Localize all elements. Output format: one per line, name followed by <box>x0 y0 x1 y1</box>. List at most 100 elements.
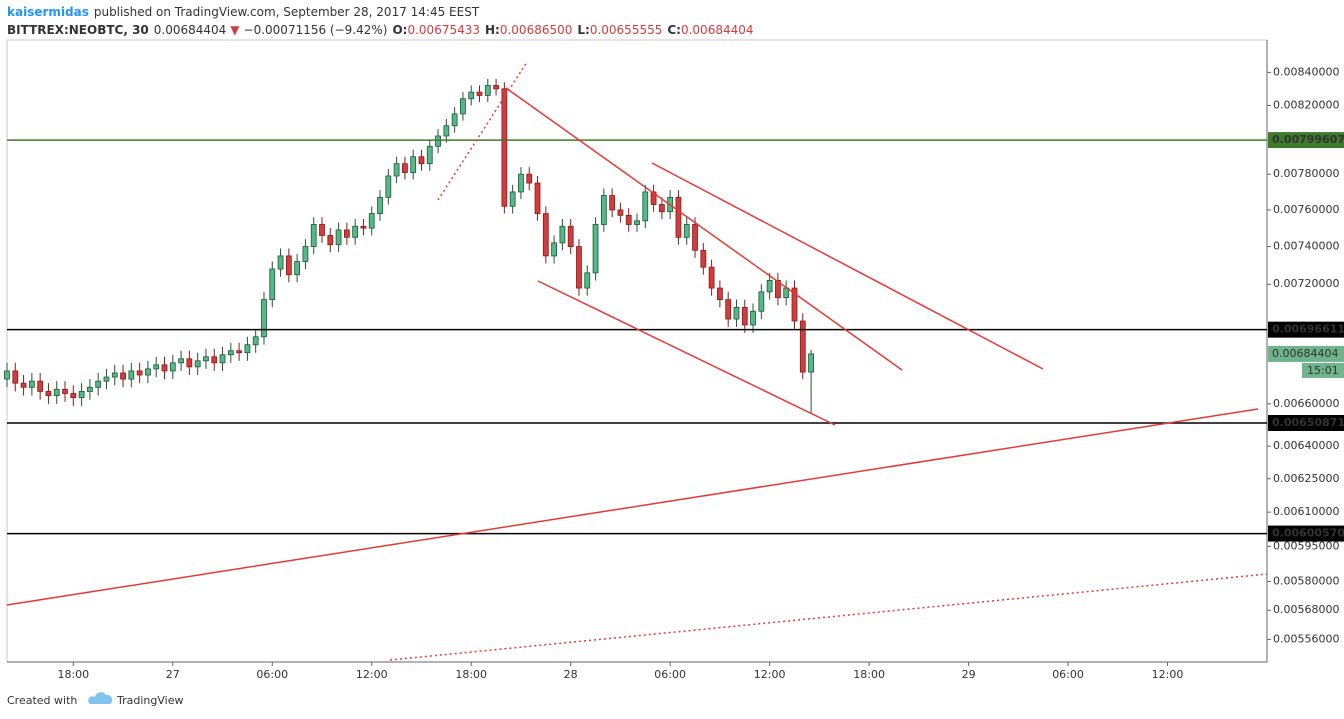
candle-body <box>103 376 110 382</box>
l-value: 0.00655555 <box>590 23 663 37</box>
h-label: H: <box>485 23 500 37</box>
footer: Created with TradingView <box>7 692 183 707</box>
candle-body <box>518 173 524 193</box>
x-tick-label: 18:00 <box>455 668 487 681</box>
candle-body <box>443 125 450 137</box>
y-tick-label: 0.00610000 <box>1273 505 1339 518</box>
candle-body <box>310 224 317 247</box>
level-label: 0.00600570 <box>1272 527 1344 540</box>
candle-body <box>791 287 798 322</box>
candle-body <box>294 261 301 276</box>
level-label-box <box>1268 525 1344 542</box>
y-tick-label: 0.00840000 <box>1273 65 1339 78</box>
candle-body <box>368 213 375 229</box>
y-tick-label: 0.00720000 <box>1273 277 1339 290</box>
x-tick-label: 06:00 <box>1052 668 1084 681</box>
trend-line <box>537 280 836 426</box>
candle-body <box>551 242 557 257</box>
candle-body <box>683 224 690 238</box>
candle-body <box>87 386 93 392</box>
level-label: 0.00799607 <box>1272 133 1344 146</box>
candle-body <box>426 145 433 165</box>
x-tick-label: 12:00 <box>1152 668 1184 681</box>
level-label-box <box>1268 132 1344 149</box>
candle-body <box>484 85 491 96</box>
brand[interactable]: TradingView <box>116 694 183 707</box>
candle-body <box>625 214 632 225</box>
candle-body <box>708 266 715 289</box>
candle-body <box>600 195 607 225</box>
candle-body <box>559 225 566 244</box>
candle-body <box>203 356 209 362</box>
trend-line <box>6 408 1259 606</box>
candle-body <box>111 372 118 378</box>
y-tick-label: 0.00568000 <box>1273 603 1339 616</box>
candle-body <box>509 191 516 207</box>
candle-body <box>617 209 624 216</box>
candle-body <box>319 224 325 236</box>
candle-body <box>501 88 508 207</box>
candle-body <box>95 380 102 388</box>
level-label: 0.00696611 <box>1272 323 1344 336</box>
candle-body <box>37 380 44 392</box>
candle-body <box>692 224 698 251</box>
level-label-box <box>1268 321 1344 338</box>
candle-body <box>650 191 657 205</box>
y-tick-label: 0.00640000 <box>1273 439 1339 452</box>
author[interactable]: kaisermidas <box>7 5 89 19</box>
candle-body <box>285 255 292 276</box>
candle-body <box>642 191 649 222</box>
level-label-box <box>1268 415 1344 432</box>
candle-body <box>62 388 68 394</box>
candle-body <box>526 173 533 184</box>
candle-body <box>385 175 392 198</box>
candle-body <box>393 163 400 177</box>
candle-body <box>136 370 143 376</box>
candle-body <box>219 354 226 364</box>
candle-body <box>435 135 441 147</box>
candle-body <box>211 356 218 364</box>
o-label: O: <box>392 23 407 37</box>
x-tick-label: 29 <box>962 668 976 681</box>
level-label: 0.00650871 <box>1272 416 1344 429</box>
candle-body <box>4 370 10 380</box>
candle-body <box>418 156 425 165</box>
o-value: 0.00675433 <box>407 23 480 37</box>
last-price-label: 0.00684404 <box>1272 347 1338 360</box>
candle-body <box>45 391 52 396</box>
candle-body <box>493 85 499 90</box>
candle-body <box>567 225 574 247</box>
candle-body <box>78 391 85 399</box>
candle-body <box>20 382 27 388</box>
candle-body <box>468 91 475 100</box>
y-tick-label: 0.00760000 <box>1273 203 1339 216</box>
y-tick-label: 0.00780000 <box>1273 167 1339 180</box>
y-tick-label: 0.00580000 <box>1273 574 1339 587</box>
candle-body <box>402 163 408 173</box>
candle-body <box>70 393 77 399</box>
trend-line <box>505 87 903 371</box>
candle-body <box>460 98 466 115</box>
candle-body <box>658 204 665 213</box>
candle-body <box>327 235 334 246</box>
candle-body <box>178 358 184 364</box>
candle-body <box>153 364 160 370</box>
candle-body <box>750 310 756 326</box>
candle-body <box>186 358 193 368</box>
trend-line-dotted <box>389 573 1268 661</box>
symbol: BITTREX:NEOBTC, 30 <box>7 23 149 37</box>
y-tick-label: 0.00660000 <box>1273 397 1339 410</box>
candle-body <box>128 370 135 380</box>
created-with: Created with <box>7 694 77 707</box>
h-value: 0.00686500 <box>500 23 573 37</box>
candle-body <box>592 224 599 274</box>
candle-body <box>120 372 126 380</box>
candle-body <box>343 229 350 238</box>
down-arrow: ▼ <box>230 23 240 37</box>
candle-body <box>302 246 309 262</box>
candle-body <box>733 306 740 320</box>
candle-body <box>12 370 19 384</box>
candle-body <box>476 91 483 96</box>
